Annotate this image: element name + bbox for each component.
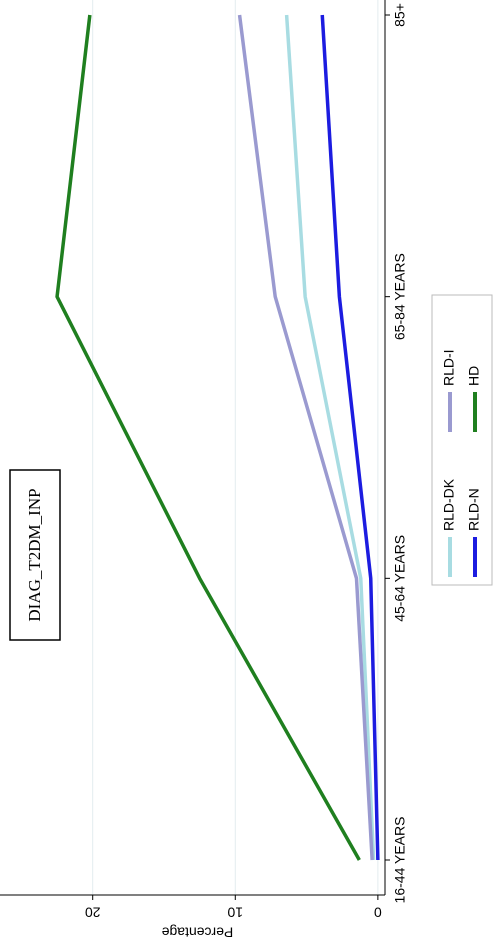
y-tick-label: 20 <box>85 904 101 920</box>
y-tick-label: 10 <box>227 904 243 920</box>
x-tick-label: 16-44 YEARS <box>392 817 408 904</box>
series-line <box>284 14 376 861</box>
legend-label: RLD-DK <box>441 478 457 531</box>
x-tick-label: 85+ <box>392 3 408 27</box>
legend-label: RLD-N <box>466 488 482 531</box>
series-line <box>320 14 380 861</box>
y-tick-label: 0 <box>374 904 382 920</box>
legend-label: HD <box>466 366 482 386</box>
series-line <box>55 14 361 861</box>
legend-box <box>431 294 493 586</box>
y-axis-title: Percentage <box>161 924 233 940</box>
chart-title: DIAG_T2DM_INP <box>25 488 44 621</box>
title-box <box>9 469 61 641</box>
x-tick-label: 65-84 YEARS <box>392 253 408 340</box>
legend-label: RLD-I <box>441 349 457 386</box>
x-tick-label: 45-64 YEARS <box>392 535 408 622</box>
series-line <box>237 14 374 861</box>
